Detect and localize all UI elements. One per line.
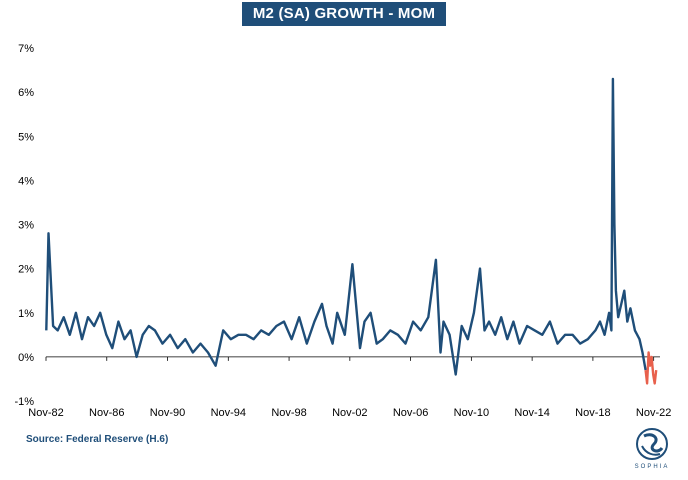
series-line-m2-growth — [45, 77, 647, 376]
y-axis: -1% 0% 1% 2% 3% 4% 5% 6% 7% — [14, 43, 34, 408]
x-tick-label: Nov-82 — [28, 407, 63, 419]
x-tick-label: Nov-90 — [150, 407, 185, 419]
x-tick-label: Nov-94 — [211, 407, 246, 419]
logo-wordmark: SOPHIA — [635, 464, 670, 470]
y-tick-label: 0% — [18, 352, 34, 364]
x-axis: Nov-82 Nov-86 Nov-90 Nov-94 Nov-98 Nov-02 Nov-… — [28, 356, 671, 419]
y-tick-label: 6% — [18, 87, 34, 99]
x-tick-label: Nov-14 — [514, 407, 549, 419]
series-line-recent — [644, 351, 658, 385]
x-tick-label: Nov-98 — [271, 407, 306, 419]
x-tick-label: Nov-86 — [89, 407, 124, 419]
y-tick-label: 2% — [18, 264, 34, 276]
source-note: Source: Federal Reserve (H.6) — [26, 434, 169, 445]
y-tick-label: -1% — [14, 396, 34, 408]
y-tick-label: 7% — [18, 43, 34, 55]
y-tick-label: 1% — [18, 308, 34, 320]
series-lines — [45, 77, 658, 385]
sophia-logo-icon: SOPHIA — [635, 428, 670, 470]
x-tick-label: Nov-06 — [393, 407, 428, 419]
y-tick-label: 4% — [18, 175, 34, 187]
x-tick-label: Nov-22 — [636, 407, 671, 419]
y-tick-label: 5% — [18, 131, 34, 143]
x-tick-label: Nov-02 — [332, 407, 367, 419]
x-tick-label: Nov-10 — [454, 407, 489, 419]
y-tick-label: 3% — [18, 220, 34, 232]
chart-title: M2 (SA) GROWTH - MOM — [242, 2, 446, 26]
x-tick-label: Nov-18 — [575, 407, 610, 419]
